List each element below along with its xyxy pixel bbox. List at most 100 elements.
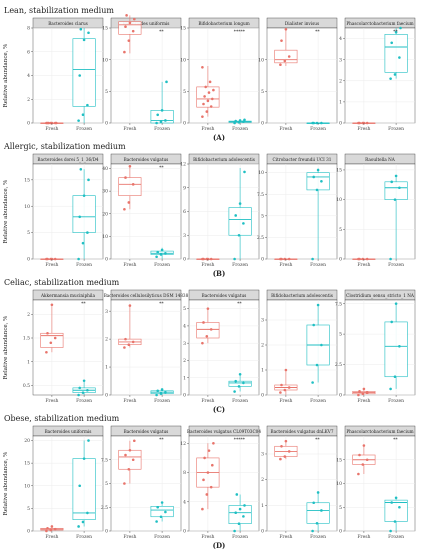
significance-mark: **: [159, 437, 164, 443]
frozen-point: [398, 56, 401, 59]
fresh-point: [123, 207, 126, 211]
frozen-point: [233, 529, 236, 533]
frozen-point: [156, 113, 159, 117]
frozen-point: [79, 167, 83, 171]
frozen-point: [312, 175, 316, 179]
y-tick-label: 20: [24, 438, 30, 444]
y-tick-label: 5: [339, 227, 342, 233]
significance-mark: *****: [234, 29, 246, 35]
frozen-point: [86, 231, 89, 234]
x-tick-label: Frozen: [388, 262, 404, 268]
y-tick-label: 0: [339, 257, 342, 263]
fresh-point: [287, 386, 291, 389]
fresh-point: [201, 65, 204, 69]
frozen-point: [234, 511, 237, 515]
y-tick-label: 1: [105, 365, 108, 371]
fresh-point: [362, 387, 366, 391]
x-tick-label: Fresh: [45, 534, 58, 540]
plot-area: [110, 299, 182, 396]
frozen-box: [72, 38, 96, 107]
fresh-point: [124, 453, 127, 457]
frozen-point: [390, 180, 394, 184]
facet-title: Bifidobacterium longum: [198, 21, 249, 26]
frozen-point: [238, 507, 242, 511]
frozen-box: [384, 499, 408, 522]
frozen-point: [165, 80, 168, 84]
facet-title: Bacteroides dorei 5_1_36/D4: [37, 157, 99, 162]
frozen-point: [242, 222, 245, 225]
y-tick-label: 3: [339, 57, 342, 63]
y-tick-label: 4: [183, 499, 186, 505]
y-tick-label: 15: [24, 461, 30, 467]
y-axis-label: Relative abundance, %: [3, 180, 9, 244]
fresh-point: [131, 458, 135, 462]
fresh-point: [358, 453, 361, 457]
y-tick-label: 6: [183, 209, 186, 215]
frozen-point: [389, 529, 392, 533]
y-tick-label: 5: [339, 505, 342, 511]
frozen-point: [78, 215, 81, 219]
fresh-point: [280, 257, 283, 261]
x-tick-label: Fresh: [45, 126, 58, 132]
frozen-point: [234, 379, 237, 383]
frozen-point: [82, 194, 86, 197]
y-tick-label: 3: [261, 318, 264, 324]
x-tick-label: Frozen: [154, 398, 170, 404]
y-tick-label: 4: [183, 324, 186, 330]
y-tick-label: 10: [24, 204, 30, 210]
frozen-point: [315, 121, 319, 125]
y-tick-label: 0: [183, 257, 186, 263]
significance-mark: **: [237, 301, 242, 307]
y-tick-label: 5: [183, 89, 186, 95]
fresh-point: [204, 85, 207, 89]
facet-title: Phascolarctobacterium faecium: [346, 21, 413, 26]
y-tick-label: 15: [24, 177, 30, 183]
frozen-point: [393, 520, 397, 523]
fresh-point: [358, 257, 361, 261]
frozen-point: [78, 484, 81, 488]
y-tick-label: 5: [105, 481, 108, 487]
frozen-point: [390, 320, 394, 324]
fresh-point: [202, 257, 205, 261]
y-tick-label: 2: [105, 337, 108, 343]
y-tick-label: 0: [339, 121, 342, 127]
y-tick-label: 2: [27, 312, 30, 318]
x-tick-label: Fresh: [123, 534, 136, 540]
y-tick-label: 3: [183, 341, 186, 347]
facet-title: Bifidobacterium adolescentis: [271, 293, 333, 298]
y-tick-label: 8: [27, 26, 30, 32]
y-tick-label: 0: [261, 121, 264, 127]
fresh-box: [118, 449, 142, 470]
frozen-point: [160, 248, 164, 252]
fresh-point: [279, 391, 282, 394]
frozen-point: [155, 393, 158, 397]
facet-title: Bacteroides cellulosilyticus DSM 14838: [104, 293, 189, 298]
x-tick-label: Fresh: [357, 534, 370, 540]
y-tick-label: 12: [180, 162, 186, 168]
x-tick-label: Frozen: [154, 262, 170, 268]
frozen-point: [389, 77, 392, 80]
y-tick-label: 5: [27, 230, 30, 236]
frozen-point: [77, 393, 80, 397]
fresh-point: [358, 121, 361, 125]
y-tick-label: 0: [27, 529, 30, 535]
fresh-point: [358, 390, 361, 393]
frozen-point: [82, 457, 86, 460]
fresh-point: [205, 334, 209, 338]
facet-title: Clostridium_sensu_stricto_1 NA: [346, 293, 415, 298]
significance-mark: **: [393, 29, 398, 35]
frozen-point: [78, 74, 81, 77]
frozen-point: [320, 509, 323, 512]
fresh-box: [196, 86, 220, 108]
frozen-point: [82, 38, 86, 42]
panel-title: Allergic, stabilization medium: [3, 142, 126, 151]
fresh-point: [365, 458, 369, 462]
y-tick-label: 0: [105, 393, 108, 399]
frozen-point: [160, 388, 164, 391]
frozen-point: [311, 529, 314, 533]
y-tick-label: 5: [339, 332, 342, 338]
fresh-point: [365, 121, 369, 125]
fresh-point: [365, 257, 369, 261]
frozen-box: [384, 34, 408, 73]
